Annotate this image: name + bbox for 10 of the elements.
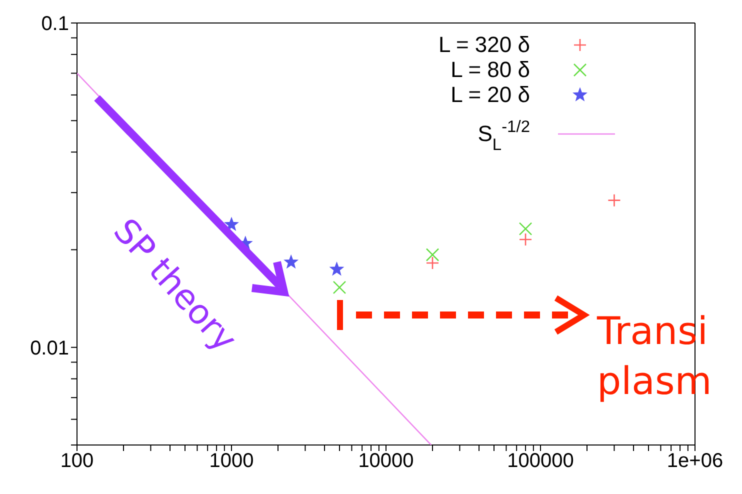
legend-label: L = 80 δ bbox=[450, 57, 530, 82]
x-tick-label: 1e+06 bbox=[666, 450, 724, 472]
y-tick-label: 0.01 bbox=[30, 337, 69, 360]
legend-label: L = 20 δ bbox=[450, 82, 530, 107]
x-tick-label: 1000 bbox=[209, 450, 254, 472]
legend-label: L = 320 δ bbox=[438, 32, 530, 57]
x-tick-label: 100 bbox=[60, 450, 94, 472]
y-tick-label: 0.1 bbox=[41, 13, 69, 36]
x-tick-label: 100000 bbox=[507, 450, 574, 472]
x-tick-label: 10000 bbox=[358, 450, 414, 472]
